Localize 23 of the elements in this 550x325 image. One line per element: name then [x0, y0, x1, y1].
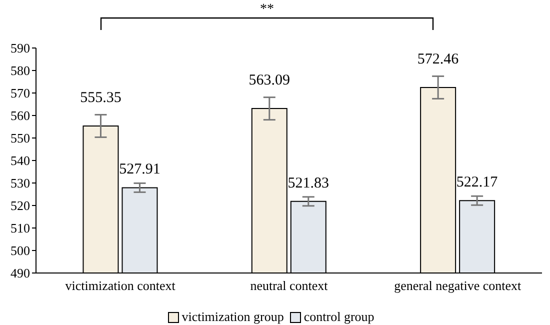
- y-tick-label: 530: [10, 176, 30, 191]
- y-tick-label: 560: [10, 108, 30, 124]
- y-tick-label: 510: [10, 220, 30, 236]
- y-tick-label: 500: [10, 243, 30, 258]
- y-tick-label: 570: [10, 86, 30, 101]
- data-label: 521.83: [288, 175, 330, 192]
- legend-label: victimization group: [182, 309, 284, 325]
- data-label: 522.17: [456, 174, 498, 191]
- text: **: [259, 2, 275, 18]
- y-tick-label: 580: [10, 63, 30, 78]
- x-tick-label: general negative context: [394, 278, 522, 294]
- x-tick-label: victimization context: [65, 278, 176, 294]
- y-tick-label: 520: [10, 198, 30, 214]
- y-tick-label: 490: [10, 266, 30, 281]
- y-tick-label: 540: [10, 153, 30, 168]
- data-label: 563.09: [248, 72, 290, 89]
- data-label: 527.91: [119, 162, 160, 178]
- data-label: 572.46: [417, 51, 460, 68]
- y-tick-label: 550: [10, 130, 30, 146]
- legend-label: control group: [304, 309, 374, 325]
- y-tick-label: 590: [10, 40, 30, 56]
- x-tick-label: neutral context: [250, 278, 328, 294]
- data-label: 555.35: [80, 90, 122, 106]
